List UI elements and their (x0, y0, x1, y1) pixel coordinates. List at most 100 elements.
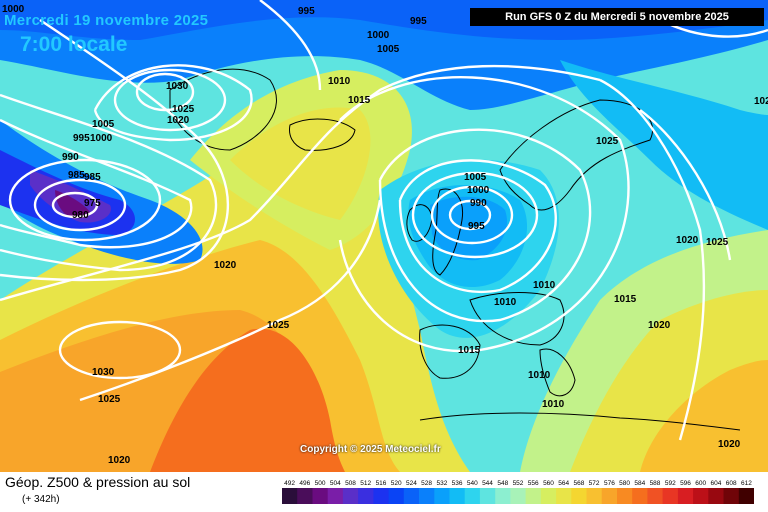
scale-swatch (723, 488, 740, 504)
scale-swatch (312, 488, 329, 504)
scale-swatch (297, 488, 313, 504)
north-africa-coast (419, 412, 741, 431)
scale-swatch (662, 488, 679, 504)
scale-tick-label: 496 (299, 480, 310, 487)
isobar-label: 1005 (464, 172, 487, 183)
coastlines (169, 68, 741, 431)
scale-swatch (693, 488, 709, 504)
isobar-label: 990 (470, 198, 487, 209)
scale-tick-label: 548 (497, 480, 508, 487)
scale-swatch (571, 488, 587, 504)
scale-swatch (601, 488, 618, 504)
isobar-1020 (0, 64, 601, 302)
isobar-990 (0, 118, 193, 249)
copyright-watermark: Copyright © 2025 Meteociel.fr (300, 444, 441, 455)
scale-swatch (632, 488, 648, 504)
scale-swatch (403, 488, 420, 504)
isobar-label: 1005 (92, 119, 115, 130)
isobar-1025 (79, 199, 382, 402)
geopotential-field: 1000 995 995 1000 1005 1030 1025 1020 10… (0, 0, 768, 472)
scale-tick-label: 576 (604, 480, 615, 487)
isobar-985 (8, 158, 162, 242)
isobar-1020 (93, 64, 253, 142)
scale-tick-label: 524 (406, 480, 417, 487)
isobar-1020-east (599, 78, 706, 441)
low-z500-core (30, 170, 111, 223)
scale-tick-label: 604 (710, 480, 721, 487)
isobar-label: 1020 (167, 115, 190, 126)
scale-tick-label: 500 (315, 480, 326, 487)
isobar-label: 985 (84, 172, 101, 183)
scale-tick-label: 556 (528, 480, 539, 487)
isobar-980 (33, 178, 127, 232)
isobar-label: 1020 (676, 235, 699, 246)
scale-swatch (647, 488, 664, 504)
isobar-label: 1020 (214, 260, 237, 271)
low-z500-core (55, 190, 90, 219)
scale-swatch (449, 488, 466, 504)
isobar-labels: 1000 995 995 1000 1005 1030 1025 1020 10… (2, 4, 768, 466)
scale-swatch (388, 488, 405, 504)
isobars (0, 0, 768, 441)
isobar-1025 (113, 68, 227, 132)
scale-swatch (708, 488, 724, 504)
iceland-coast (289, 118, 356, 151)
scale-swatch (510, 488, 527, 504)
east-zone (640, 360, 768, 472)
scale-swatch (738, 488, 754, 504)
isobar-995 (430, 185, 514, 245)
isobar-1015 (338, 76, 630, 353)
scale-tick-label: 544 (482, 480, 493, 487)
scale-tick-label: 536 (452, 480, 463, 487)
isobar-label: 995 (73, 133, 90, 144)
scale-swatch (677, 488, 694, 504)
scale-tick-label: 552 (513, 480, 524, 487)
isobar-label: 995 (468, 221, 485, 232)
scale-tick-label: 592 (665, 480, 676, 487)
isobar-1010-north (259, 0, 322, 91)
isobar-label: 1030 (92, 367, 115, 378)
isobar-label: 1000 (90, 133, 113, 144)
isobar-label: 1010 (328, 76, 351, 87)
scale-tick-label: 492 (284, 480, 295, 487)
isobar-label: 1000 (467, 185, 490, 196)
isobar-990 (448, 199, 492, 231)
scale-swatch (617, 488, 633, 504)
lead-time: (+ 342h) (22, 494, 60, 505)
scale-tick-label: 580 (619, 480, 630, 487)
isobar-1010 (378, 128, 592, 323)
scale-swatch (464, 488, 481, 504)
isobar-label: 1025 (172, 104, 195, 115)
iberia-coast (419, 324, 481, 379)
isobar-label: 985 (68, 170, 85, 181)
italy-coast (539, 348, 576, 397)
isobar-1000 (0, 19, 230, 282)
britain-coast (432, 188, 464, 276)
run-info: Run GFS 0 Z du Mercredi 5 novembre 2025 (470, 8, 764, 26)
scale-swatch (434, 488, 450, 504)
scale-tick-label: 516 (376, 480, 387, 487)
valid-date: Mercredi 19 novembre 2025 (4, 12, 209, 29)
scale-swatch (342, 488, 359, 504)
isobar-label: 1025 (267, 320, 290, 331)
scale-tick-label: 568 (573, 480, 584, 487)
scale-tick-label: 532 (436, 480, 447, 487)
isobar-label: 1025 (706, 237, 729, 248)
isobar-label: 1020 (718, 439, 741, 450)
scale-tick-label: 596 (680, 480, 691, 487)
scale-tick-label: 600 (695, 480, 706, 487)
isobar-label: 1010 (542, 399, 565, 410)
scale-swatch (556, 488, 572, 504)
scale-tick-label: 520 (391, 480, 402, 487)
isobar-label: 1005 (377, 44, 400, 55)
isobar-label: 1010 (528, 370, 551, 381)
isobar-label: 1025 (98, 394, 121, 405)
scale-swatch (495, 488, 511, 504)
scale-swatch (419, 488, 435, 504)
greenland-coast (169, 68, 277, 151)
scale-tick-label: 508 (345, 480, 356, 487)
france-coast (469, 292, 565, 346)
scale-swatch (282, 488, 298, 504)
high-z500-core (150, 328, 345, 472)
isobar-label: 1025 (754, 96, 768, 107)
